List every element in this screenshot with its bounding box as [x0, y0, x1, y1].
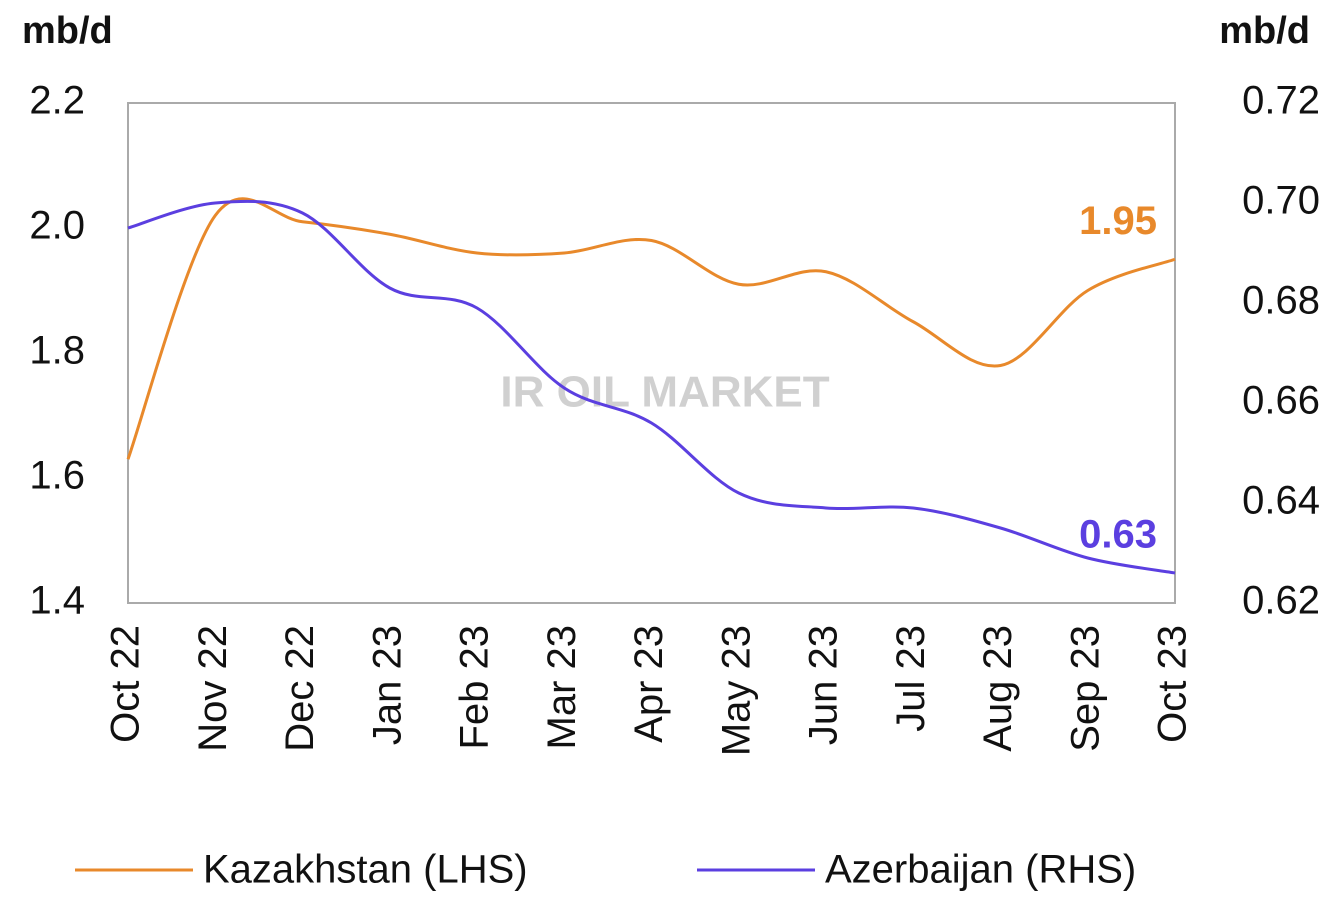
- annotation: 0.63: [1079, 513, 1157, 557]
- y2-tick-label: 0.62: [1242, 579, 1320, 623]
- y-tick-label: 1.6: [29, 454, 85, 498]
- y-tick-label: 1.4: [29, 579, 85, 623]
- y-tick-label: 2.0: [29, 204, 85, 248]
- x-tick-label: Aug 23: [976, 625, 1020, 752]
- y2-tick-label: 0.72: [1242, 79, 1320, 123]
- x-tick-label: Sep 23: [1063, 625, 1107, 752]
- y2-tick-label: 0.64: [1242, 479, 1320, 523]
- x-tick-label: May 23: [714, 625, 758, 756]
- x-tick-label: Jan 23: [365, 625, 409, 745]
- watermark: IR OIL MARKET: [500, 368, 829, 417]
- plot-frame: [127, 102, 1176, 604]
- x-tick-label: Oct 22: [104, 625, 148, 743]
- x-tick-label: Oct 23: [1151, 625, 1195, 743]
- line-series: [126, 197, 1176, 460]
- annotation: 1.95: [1079, 199, 1157, 243]
- legend-label: Kazakhstan (LHS): [203, 848, 528, 892]
- y-axis-label: mb/d: [22, 10, 113, 52]
- y2-tick-label: 0.66: [1242, 379, 1320, 423]
- x-tick-label: Apr 23: [627, 625, 671, 743]
- y2-tick-label: 0.70: [1242, 179, 1320, 223]
- x-tick-label: Jul 23: [889, 625, 933, 732]
- line-series: [127, 199, 1176, 575]
- y2-axis-label: mb/d: [1219, 10, 1310, 52]
- x-tick-label: Dec 22: [278, 625, 322, 752]
- x-tick-label: Feb 23: [453, 625, 497, 750]
- y-tick-label: 1.8: [29, 329, 85, 373]
- y-tick-label: 2.2: [29, 79, 85, 123]
- legend-label: Azerbaijan (RHS): [825, 848, 1136, 892]
- x-tick-label: Mar 23: [540, 625, 584, 750]
- x-tick-label: Nov 22: [191, 625, 235, 752]
- x-tick-label: Jun 23: [802, 625, 846, 745]
- y2-tick-label: 0.68: [1242, 279, 1320, 323]
